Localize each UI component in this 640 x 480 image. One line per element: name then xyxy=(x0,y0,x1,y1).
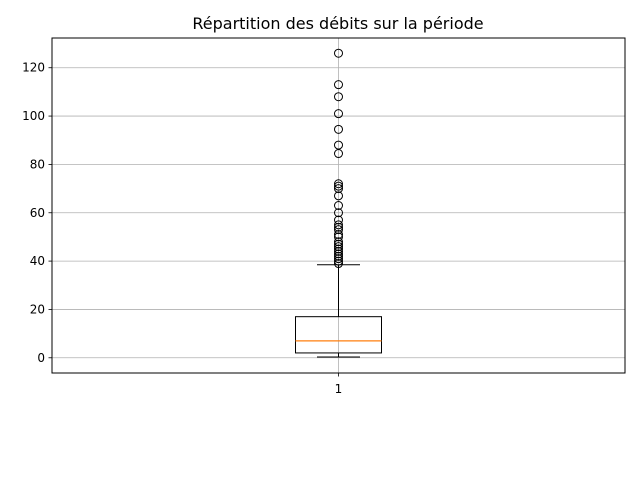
outlier-point xyxy=(334,140,343,150)
y-tick-label: 80 xyxy=(30,157,45,171)
outlier-point xyxy=(334,124,343,134)
outlier-point xyxy=(334,242,343,252)
outlier-point xyxy=(334,220,343,230)
plot-marks xyxy=(295,48,382,358)
outlier-point xyxy=(334,225,343,235)
outlier-point xyxy=(334,80,343,90)
outlier-point xyxy=(334,181,343,191)
outlier-point xyxy=(334,237,343,247)
y-tick-label: 20 xyxy=(30,302,45,316)
y-tick-label: 60 xyxy=(30,206,45,220)
y-tick-label: 40 xyxy=(30,254,45,268)
plot-frame xyxy=(51,37,626,374)
y-tick-label: 120 xyxy=(22,61,45,75)
chart-title: Répartition des débits sur la période xyxy=(192,14,483,33)
outlier-point xyxy=(334,48,343,58)
outlier-point xyxy=(334,191,343,201)
outlier-point xyxy=(334,239,343,249)
outlier-point xyxy=(334,215,343,225)
outlier-point xyxy=(334,208,343,218)
grid-lines xyxy=(52,38,625,373)
outlier-point xyxy=(334,259,343,269)
outlier-point xyxy=(334,222,343,232)
outlier-point xyxy=(334,201,343,210)
outlier-point xyxy=(334,92,343,102)
y-tick-label: 0 xyxy=(37,351,45,365)
axes: 0 20 40 60 80 100 120 1 xyxy=(22,61,342,396)
outlier-point xyxy=(334,184,343,194)
outlier-point xyxy=(334,246,343,256)
iqr-box xyxy=(295,316,382,354)
y-tick-label: 100 xyxy=(22,109,45,123)
outlier-point xyxy=(334,256,343,266)
x-tick-label: 1 xyxy=(335,382,343,396)
outlier-point xyxy=(334,254,343,264)
outlier-point xyxy=(334,109,343,119)
outlier-point xyxy=(334,230,343,240)
outlier-point xyxy=(334,244,343,254)
outlier-point xyxy=(334,179,343,189)
outlier-point xyxy=(334,249,343,259)
outlier-point xyxy=(334,251,343,261)
outlier-point xyxy=(334,232,343,242)
